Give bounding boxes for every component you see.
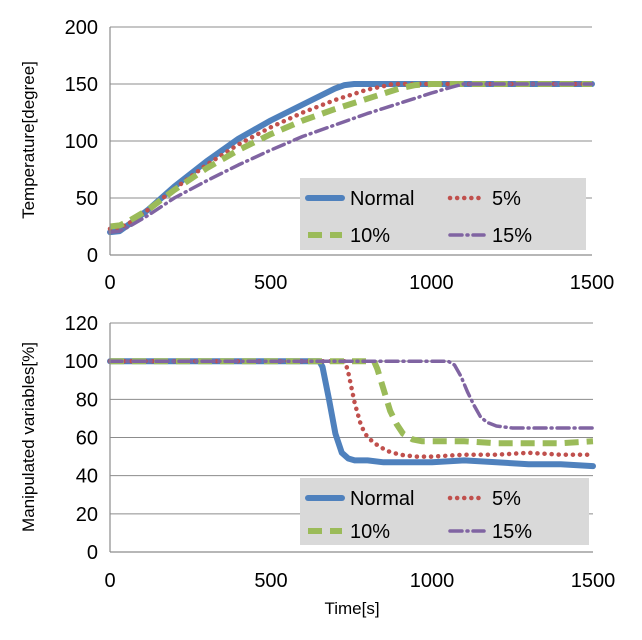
temperature-y-ticks: 0 50 100 150 200 [65,17,98,267]
x-tick-label: 1000 [409,272,454,294]
x-tick-label: 0 [104,570,115,592]
x-tick-label: 500 [254,272,287,294]
manipulated-y-axis-label: Manipulated variables[%] [19,342,38,532]
y-tick-label: 20 [76,504,98,526]
y-tick-label: 200 [65,17,98,39]
legend-label: Normal [350,188,414,210]
y-tick-label: 150 [65,74,98,96]
y-tick-label: 40 [76,466,98,488]
y-tick-label: 80 [76,389,98,411]
temperature-x-ticks: 0 500 1000 1500 [104,272,614,294]
legend-label: 10% [350,225,390,247]
y-tick-label: 0 [87,245,98,267]
manipulated-series [107,358,596,470]
manipulated-x-ticks: 0 500 1000 1500 [104,570,615,592]
x-tick-label: 1000 [410,570,455,592]
x-tick-label: 0 [104,272,115,294]
x-tick-label: 1500 [571,570,616,592]
series-line-normal [107,358,596,470]
series-line-5pct [107,358,596,459]
legend-label: 5% [492,488,521,510]
legend-background [300,178,586,250]
temperature-axes [109,27,592,256]
y-tick-label: 60 [76,428,98,450]
legend-label: 15% [492,225,532,247]
temperature-series [107,81,595,236]
series-line-15pct [108,82,594,234]
time-x-axis-label: Time[s] [324,599,379,618]
legend-label: 10% [350,521,390,543]
temperature-gridlines [110,26,592,199]
y-tick-label: 50 [76,188,98,210]
temperature-y-axis-label: Temperature[degree] [19,61,38,219]
x-tick-label: 500 [254,570,287,592]
x-tick-label: 1500 [570,272,615,294]
manipulated-y-ticks: 0 20 40 60 80 100 120 [65,313,98,564]
temperature-chart: 0 50 100 150 200 0 500 1000 1500 Temperature[de… [19,17,614,294]
legend-label: Normal [350,488,414,510]
series-line-10pct [110,358,594,447]
manipulated-legend: Normal 5% 10% 15% [300,478,589,545]
y-tick-label: 100 [65,131,98,153]
y-tick-label: 100 [65,351,98,373]
temperature-legend: Normal 5% 10% 15% [300,178,586,250]
y-tick-label: 120 [65,313,98,335]
manipulated-axes [109,323,593,553]
series-line-10pct [109,81,592,230]
legend-label: 15% [492,521,532,543]
y-tick-label: 0 [87,542,98,564]
legend-background [300,478,589,545]
legend-label: 5% [492,188,521,210]
manipulated-variables-chart: 0 20 40 60 80 100 120 0 500 1000 1500 Manipulated… [19,313,615,618]
series-line-15pct [108,359,595,430]
